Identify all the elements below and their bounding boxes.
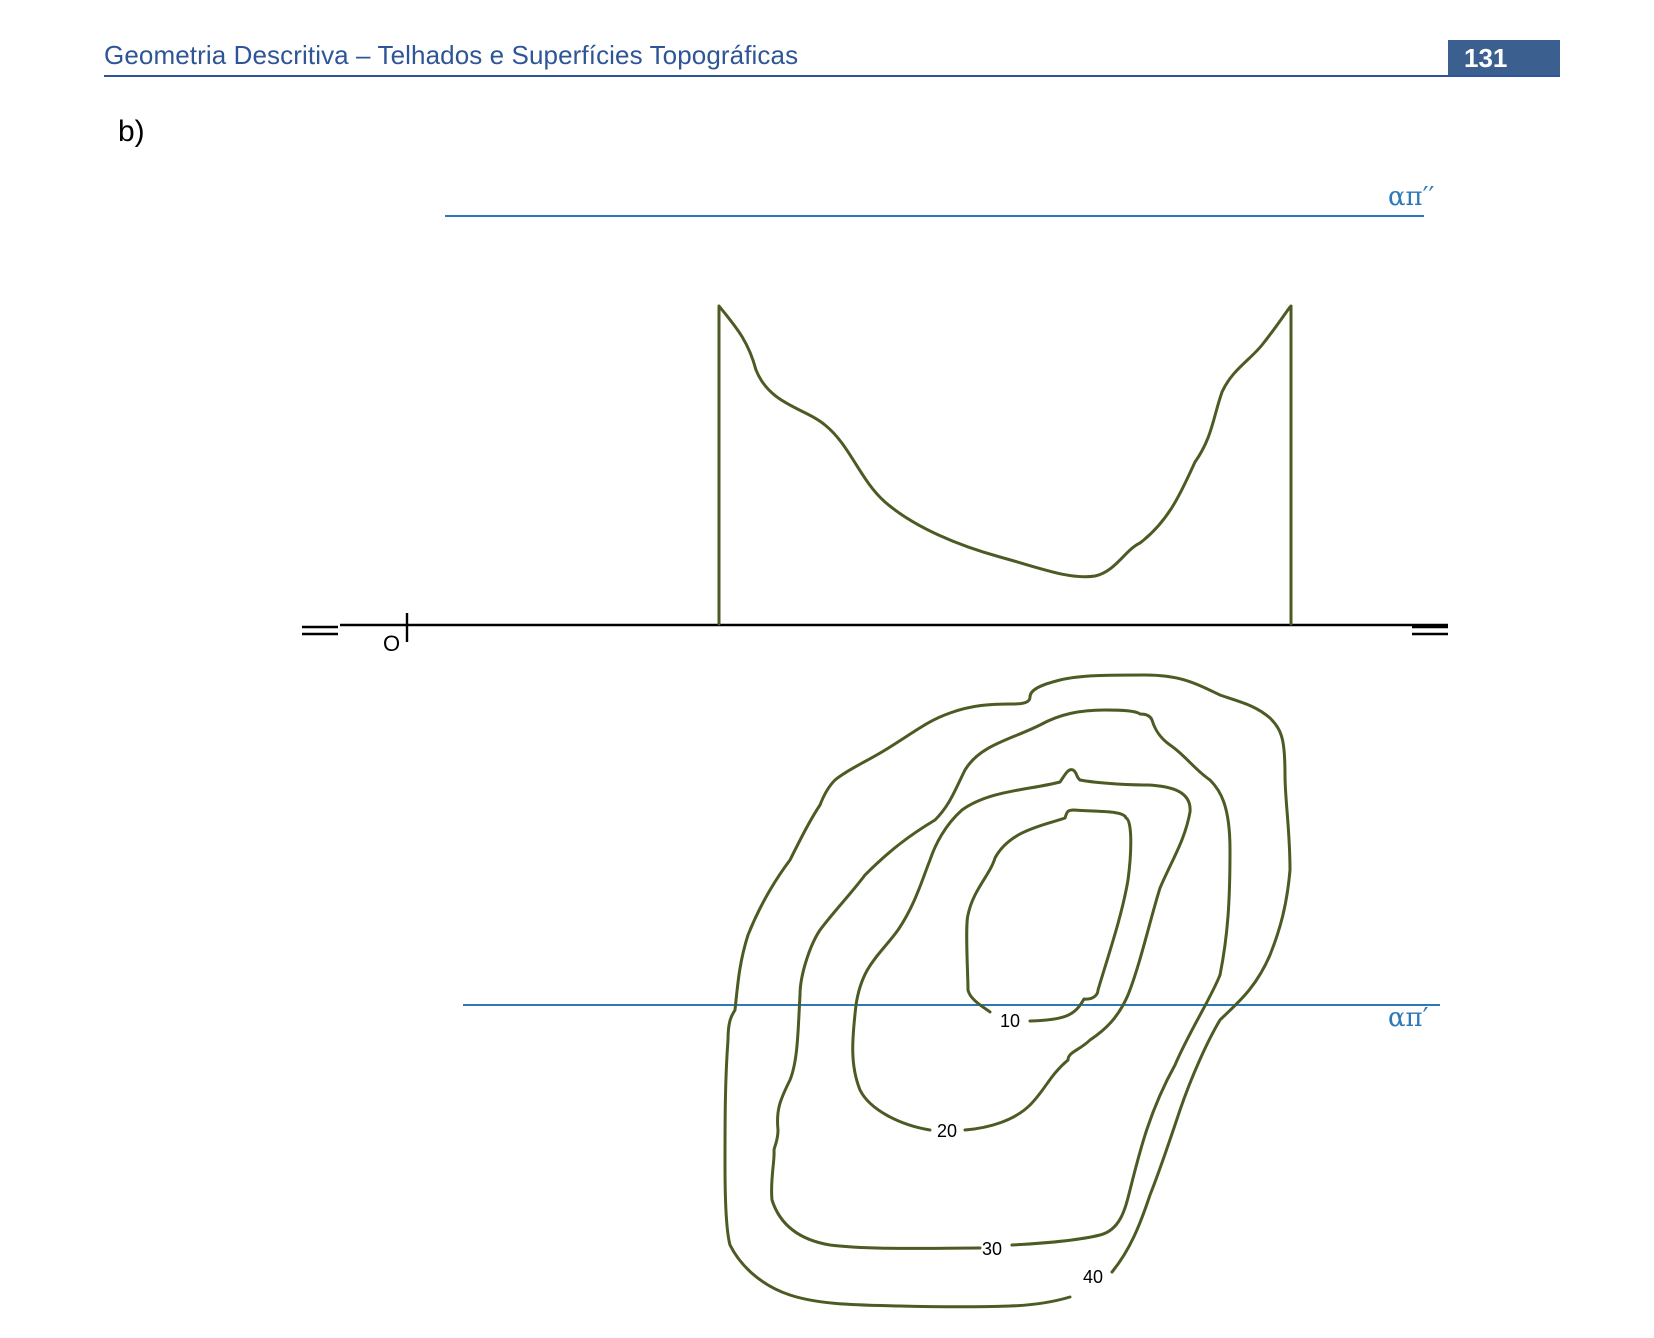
contour-label-30: 30 (982, 1239, 1002, 1259)
plane-horizontal-trace-label: απ′ (1388, 1003, 1429, 1033)
contour-line-10 (965, 808, 1133, 1023)
contour-label-20: 20 (937, 1121, 957, 1141)
plane-frontal-trace-label: απ′′ (1388, 182, 1435, 212)
terrain-profile (717, 304, 1293, 626)
header-rule (104, 75, 1560, 77)
contour-line-20 (851, 768, 1192, 1132)
contour-label-10: 10 (1000, 1011, 1020, 1031)
contour-line-30 (770, 708, 1232, 1250)
header-title: Geometria Descritiva – Telhados e Superf… (104, 40, 799, 70)
section-label: b) (118, 115, 145, 148)
origin-label: O (383, 631, 400, 656)
contour-label-40: 40 (1083, 1267, 1103, 1287)
contour-line-40 (723, 673, 1292, 1309)
page-number-badge: 131 (1448, 40, 1560, 77)
